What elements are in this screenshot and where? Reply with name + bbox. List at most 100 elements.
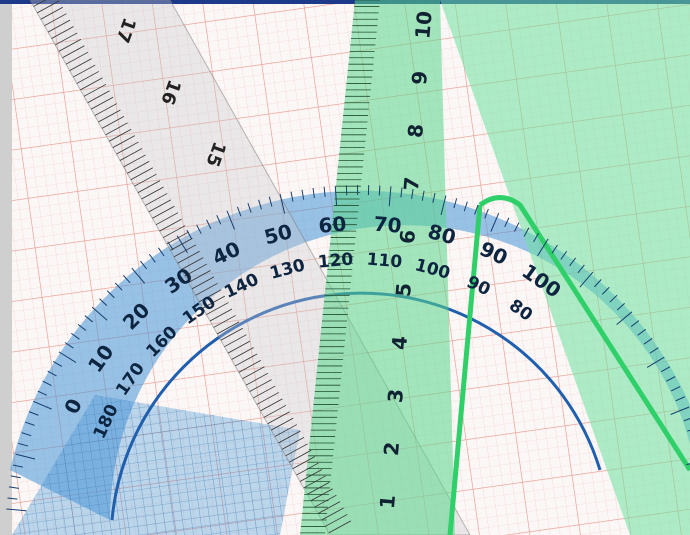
protractor-label: 110 bbox=[366, 250, 403, 273]
protractor-tick bbox=[504, 217, 510, 228]
ruler-tick bbox=[119, 148, 143, 161]
green-ruler bbox=[300, 0, 455, 535]
protractor-tick bbox=[643, 338, 653, 345]
ruler-tick bbox=[289, 449, 312, 463]
green-ruler-label: 10 bbox=[410, 10, 436, 40]
ruler-tick bbox=[224, 334, 247, 348]
protractor-tick bbox=[15, 453, 36, 460]
ruler-tick bbox=[62, 45, 85, 59]
ruler-tick bbox=[109, 128, 132, 142]
protractor-tick bbox=[577, 264, 585, 273]
ruler-tick bbox=[242, 366, 265, 380]
protractor-tick bbox=[683, 418, 690, 422]
protractor-tick bbox=[226, 210, 235, 230]
ruler-tick bbox=[177, 250, 200, 264]
ruler-tick bbox=[58, 39, 81, 52]
protractor-tick bbox=[28, 411, 39, 416]
protractor-tick bbox=[666, 376, 676, 382]
protractor-tick bbox=[114, 282, 123, 291]
ruler-tick bbox=[83, 83, 107, 97]
protractor-tick bbox=[463, 201, 468, 212]
protractor-tick bbox=[18, 442, 29, 447]
protractor-tick bbox=[601, 286, 610, 295]
left-border bbox=[0, 0, 12, 535]
ticks bbox=[6, 0, 690, 534]
ruler-tick bbox=[195, 282, 218, 296]
protractor-tick bbox=[158, 247, 165, 257]
ruler-tick bbox=[314, 494, 337, 508]
protractor-tick bbox=[99, 298, 108, 306]
ruler-tick bbox=[94, 103, 117, 116]
protractor-tick bbox=[432, 192, 436, 203]
ruler-tick bbox=[91, 96, 114, 110]
ruler-tick bbox=[152, 205, 175, 219]
protractor-tick bbox=[579, 271, 594, 288]
protractor-tick bbox=[236, 206, 242, 217]
protractor-tick bbox=[258, 199, 262, 210]
green-ruler-label: 8 bbox=[403, 123, 428, 139]
protractor-tick bbox=[616, 303, 625, 311]
protractor-tick bbox=[84, 315, 93, 323]
ruler-tick bbox=[123, 154, 146, 168]
ruler-tick bbox=[137, 180, 161, 193]
ruler-tick bbox=[159, 218, 182, 232]
ruler-tick bbox=[76, 71, 99, 84]
ruler-tick bbox=[202, 295, 225, 309]
ruler-tick bbox=[245, 372, 269, 386]
protractor-tick bbox=[206, 219, 212, 230]
ruler-tick bbox=[188, 270, 211, 283]
ruler-tick bbox=[281, 437, 305, 450]
green-ruler-label: 7 bbox=[399, 176, 424, 192]
ruler-tick bbox=[321, 507, 344, 521]
protractor-tick bbox=[660, 366, 671, 373]
protractor-tick bbox=[440, 195, 447, 216]
green-ruler-label: 1 bbox=[375, 494, 400, 510]
ruler-tick bbox=[127, 160, 150, 174]
green-ruler-label: 3 bbox=[383, 388, 408, 404]
protractor-tick bbox=[106, 290, 115, 299]
protractor-tick bbox=[560, 251, 568, 260]
ruler-tick bbox=[278, 430, 301, 444]
ruler-tick bbox=[267, 411, 290, 425]
ruler-tick bbox=[231, 347, 254, 360]
ruler-tick bbox=[317, 501, 341, 514]
ruler-tick bbox=[98, 109, 121, 123]
protractor-tick bbox=[247, 202, 252, 213]
ruler-tick bbox=[105, 122, 128, 136]
ruler-tick bbox=[249, 379, 272, 392]
ruler-tick bbox=[227, 340, 251, 354]
ruler-tick bbox=[73, 64, 96, 78]
protractor-tick bbox=[616, 311, 633, 326]
protractor-tick bbox=[594, 279, 602, 288]
protractor-tick bbox=[37, 390, 48, 396]
ruler-tick bbox=[260, 398, 283, 412]
protractor-tick bbox=[131, 267, 146, 284]
protractor-tick bbox=[453, 198, 458, 209]
green-triangle bbox=[440, 0, 690, 535]
green-ruler-label: 5 bbox=[391, 282, 416, 298]
ruler-tick bbox=[325, 514, 348, 527]
ruler-tick bbox=[69, 58, 92, 71]
ruler-tick bbox=[184, 263, 207, 277]
protractor-tick bbox=[8, 486, 19, 489]
protractor-tick bbox=[24, 421, 35, 426]
protractor-tick bbox=[91, 306, 108, 321]
protractor-tick bbox=[670, 386, 681, 392]
ruler-tick bbox=[307, 481, 330, 495]
protractor-tick bbox=[630, 320, 640, 328]
ruler-tick bbox=[303, 475, 326, 489]
protractor-tick bbox=[7, 497, 18, 500]
protractor-tick bbox=[400, 187, 403, 198]
protractor-tick bbox=[148, 253, 156, 263]
ruler-tick bbox=[112, 135, 135, 149]
green-ruler-label: 2 bbox=[379, 441, 404, 457]
ruler-tick bbox=[170, 238, 193, 251]
protractor-tick bbox=[10, 475, 21, 479]
ruler-tick bbox=[40, 6, 63, 20]
ruler-tick bbox=[206, 302, 229, 315]
ruler-tick bbox=[253, 385, 276, 399]
ruler-tick bbox=[217, 321, 240, 335]
protractor-tick bbox=[637, 328, 647, 336]
